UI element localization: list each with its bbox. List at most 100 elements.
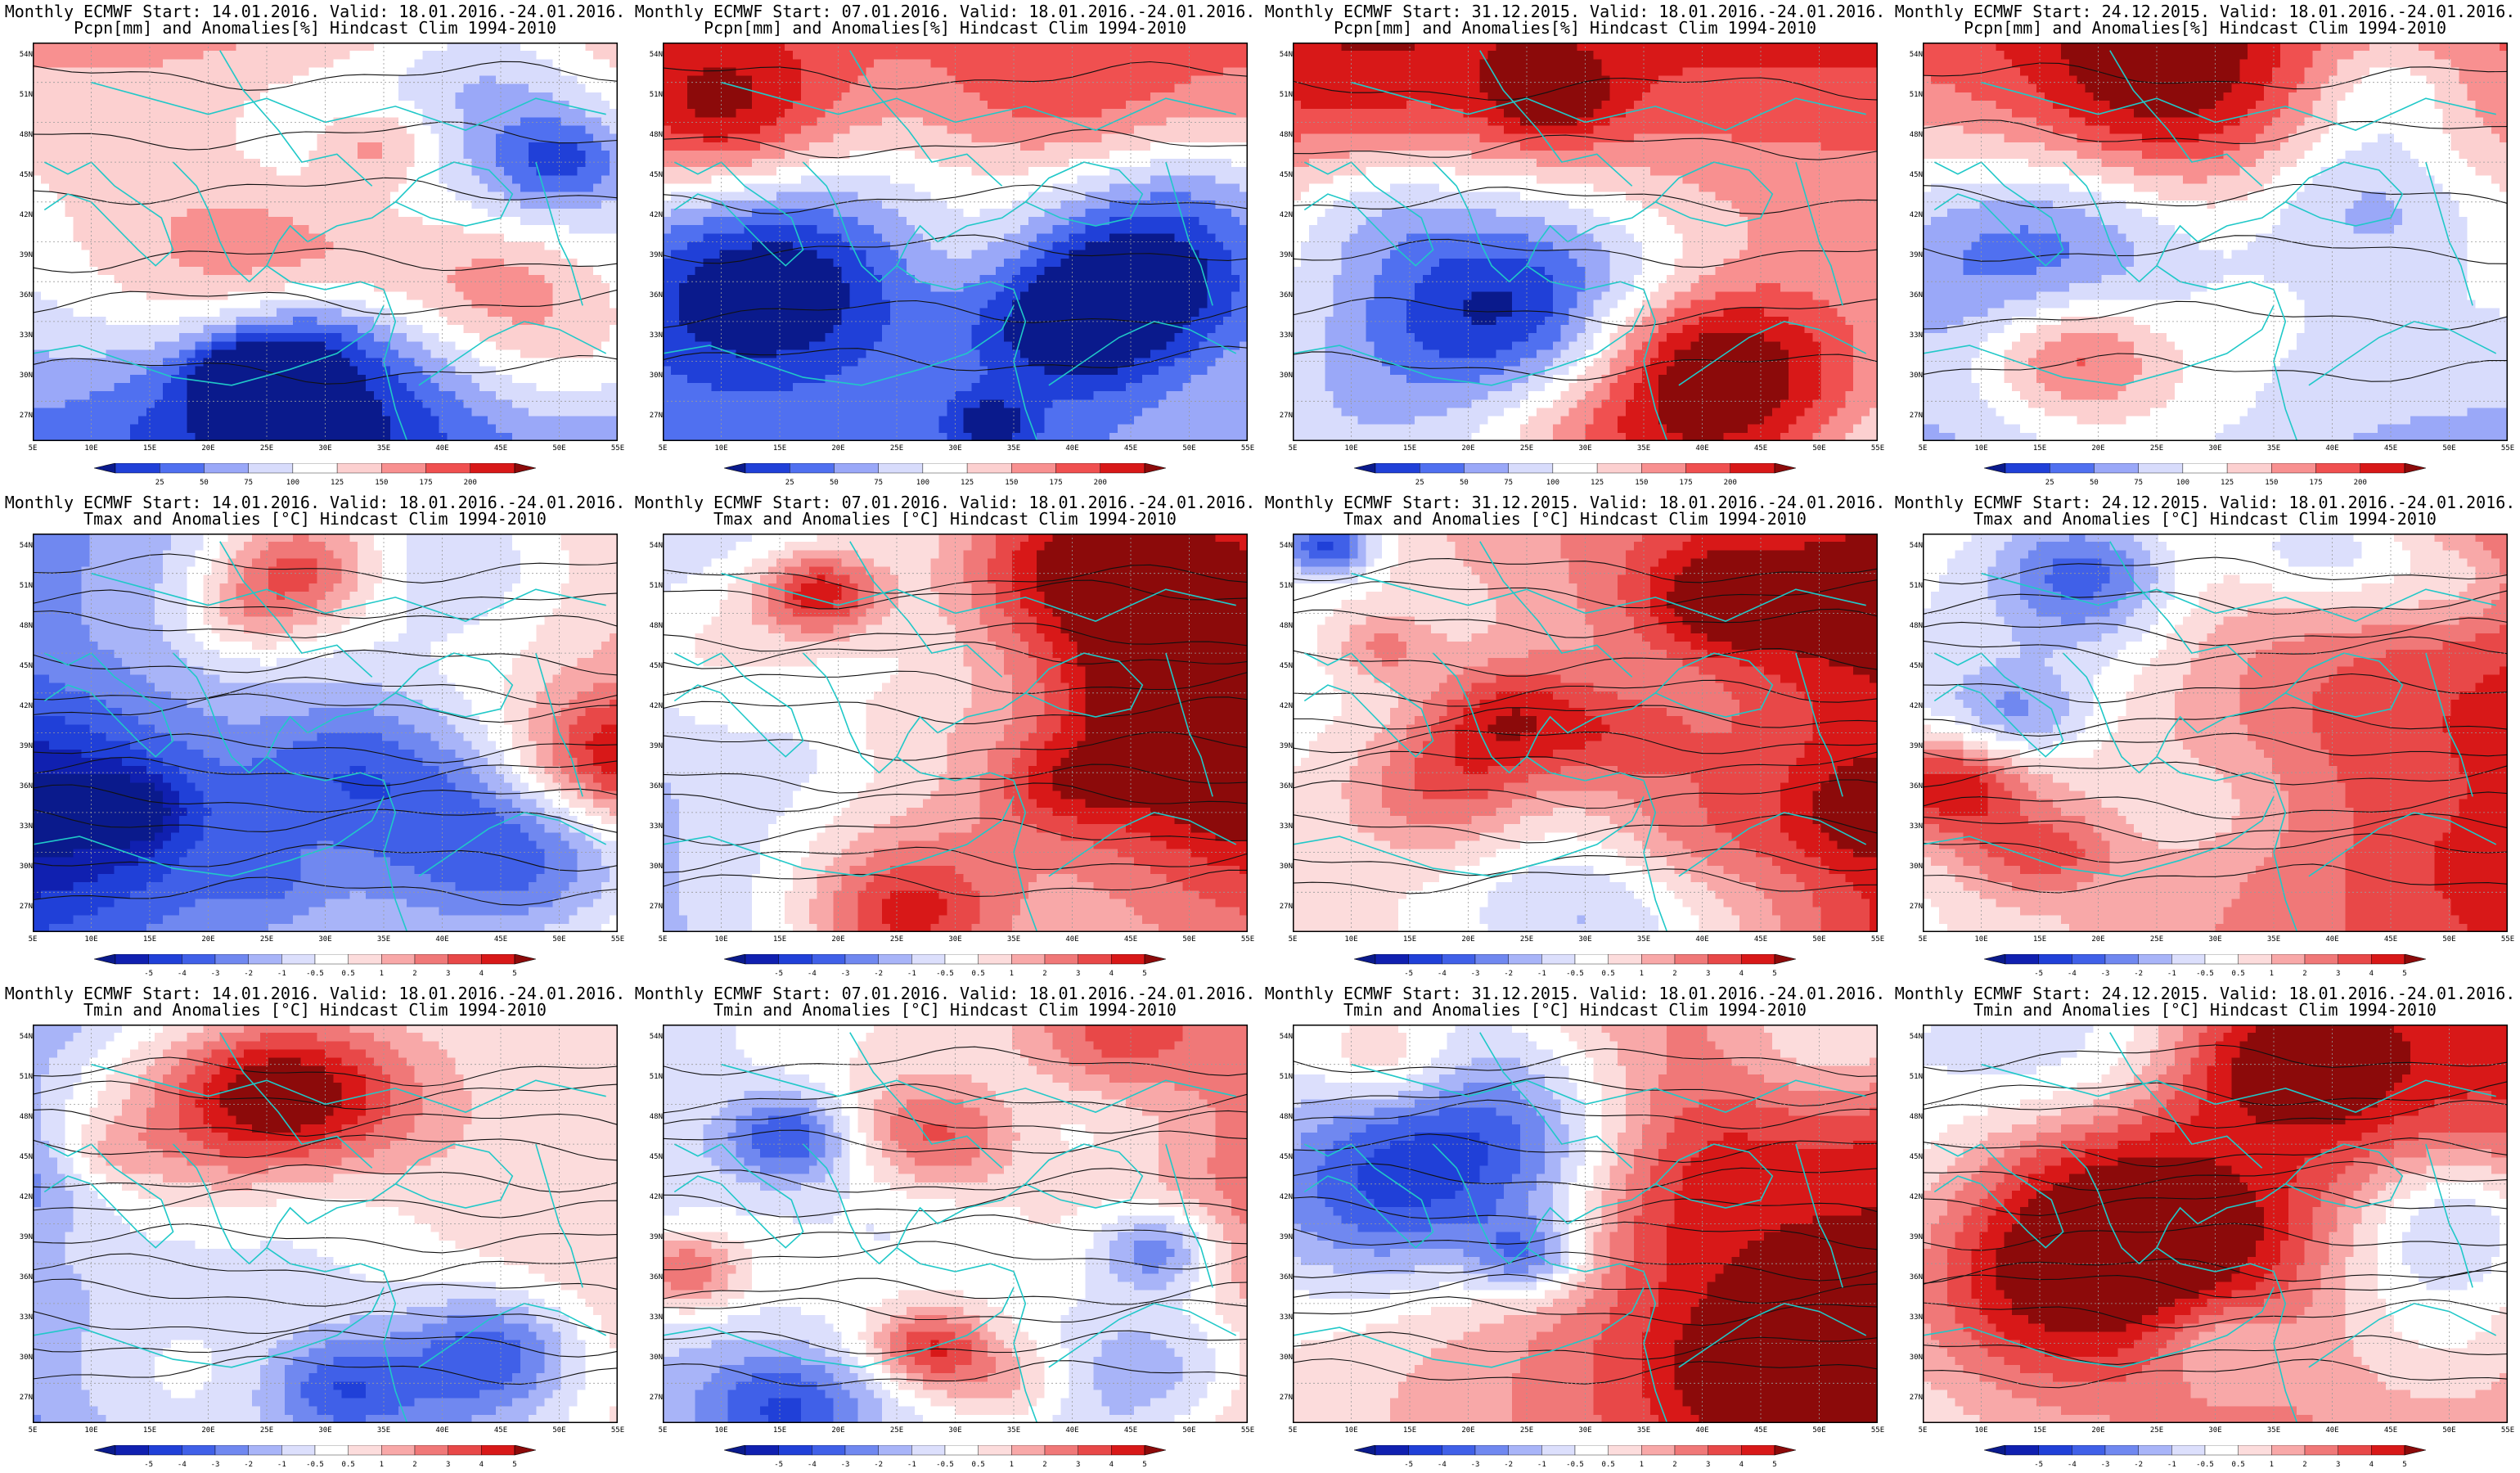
lat-tick-label: 39N <box>1275 1233 1293 1241</box>
colorbar-tick-label: 75 <box>874 479 883 487</box>
lat-tick-label: 42N <box>645 1193 663 1201</box>
lat-tick-label: 54N <box>645 51 663 59</box>
lat-tick-label: 51N <box>645 582 663 590</box>
lat-tick-label: 36N <box>645 291 663 300</box>
lat-tick-label: 27N <box>645 1394 663 1402</box>
lon-tick-label: 45E <box>1124 935 1137 944</box>
map-border <box>663 534 1248 932</box>
map-frame <box>33 43 618 441</box>
lon-tick-label: 25E <box>260 935 273 944</box>
lat-tick-label: 36N <box>1275 1273 1293 1282</box>
colorbar-tick-label: -2 <box>874 1461 883 1469</box>
lat-tick-label: 45N <box>1275 662 1293 670</box>
lon-tick-label: 20E <box>831 444 844 453</box>
anomaly-shading <box>33 43 618 441</box>
panel-title-line2: Tmax and Anomalies [°C] Hindcast Clim 19… <box>0 511 630 527</box>
lon-tick-label: 40E <box>1065 444 1078 453</box>
anomaly-map <box>1293 534 1878 932</box>
colorbar-tick-label: 3 <box>1076 970 1080 978</box>
lon-tick-label: 15E <box>2033 1426 2046 1435</box>
lon-tick-label: 20E <box>2091 935 2104 944</box>
lat-tick-label: 45N <box>1905 662 1923 670</box>
colorbar-tick-label: 4 <box>479 1461 484 1469</box>
anomaly-map <box>663 1025 1248 1423</box>
colorbar-tick-label: 3 <box>1076 1461 1080 1469</box>
colorbar-tick-label: 2 <box>412 970 416 978</box>
lat-tick-label: 54N <box>15 51 33 59</box>
colorbar-tick-label: -1 <box>277 1461 286 1469</box>
lon-tick-label: 45E <box>494 935 507 944</box>
colorbar-tick-label: 75 <box>1504 479 1513 487</box>
lat-tick-label: 45N <box>645 1153 663 1161</box>
lon-tick-label: 10E <box>1974 1426 1987 1435</box>
colorbar-tick-label: 3 <box>1706 970 1710 978</box>
lon-tick-label: 5E <box>1919 935 1928 944</box>
colorbar-tick-label: -4 <box>2068 1461 2077 1469</box>
lon-tick-label: 20E <box>1461 444 1474 453</box>
lat-tick-label: 36N <box>1905 1273 1923 1282</box>
lon-tick-label: 50E <box>552 1426 565 1435</box>
lat-tick-label: 51N <box>1905 91 1923 99</box>
map-border <box>1923 43 2508 441</box>
lon-tick-label: 10E <box>1344 444 1357 453</box>
lat-tick-label: 48N <box>1905 1113 1923 1121</box>
map-frame <box>1293 534 1878 932</box>
lat-tick-label: 33N <box>645 331 663 340</box>
lat-tick-label: 42N <box>645 211 663 219</box>
colorbar-tick-label: 25 <box>1415 479 1424 487</box>
colorbar-tick-label: 150 <box>375 479 388 487</box>
colorbar-tick-label: -0.5 <box>1566 1461 1584 1469</box>
colorbar-tick-label: -3 <box>2101 1461 2110 1469</box>
colorbar-tick-label: -3 <box>2101 970 2110 978</box>
colorbar-tick-label: 3 <box>446 970 450 978</box>
lon-tick-label: 30E <box>318 1426 331 1435</box>
lon-tick-label: 15E <box>143 444 156 453</box>
map-frame <box>663 43 1248 441</box>
lon-tick-label: 45E <box>494 444 507 453</box>
lon-tick-label: 15E <box>1403 935 1416 944</box>
colorbar-tick-label: -5 <box>144 1461 153 1469</box>
graticule <box>1923 1025 2508 1423</box>
lon-tick-label: 15E <box>143 1426 156 1435</box>
anomaly-shading <box>1923 43 2508 441</box>
colorbar-tick-label: 100 <box>916 479 929 487</box>
colorbar-tick-label: -1 <box>1537 970 1546 978</box>
colorbar-tick-label: -2 <box>244 970 253 978</box>
lat-tick-label: 45N <box>15 1153 33 1161</box>
lat-tick-label: 30N <box>1275 372 1293 380</box>
map-frame <box>33 534 618 932</box>
lon-tick-label: 50E <box>2442 444 2455 453</box>
colorbar-tick-label: 1 <box>2270 970 2274 978</box>
colorbar: -5 -4 -3 -2 -1 -0.5 0.5 1 2 3 4 5 <box>723 1444 1167 1470</box>
lon-tick-label: 45E <box>494 1426 507 1435</box>
colorbar-tick-label: 5 <box>1772 970 1776 978</box>
panel-r0-c1: Monthly ECMWF Start: 07.01.2016. Valid: … <box>630 0 1260 491</box>
anomaly-shading <box>663 534 1248 932</box>
panel-r0-c3: Monthly ECMWF Start: 24.12.2015. Valid: … <box>1890 0 2520 491</box>
panel-title-line1: Monthly ECMWF Start: 07.01.2016. Valid: … <box>630 494 1260 511</box>
lon-tick-label: 40E <box>2325 935 2338 944</box>
panel-r1-c2: Monthly ECMWF Start: 31.12.2015. Valid: … <box>1260 491 1890 982</box>
lon-tick-label: 45E <box>2384 444 2397 453</box>
lat-tick-label: 33N <box>645 1313 663 1322</box>
map-frame <box>1923 43 2508 441</box>
panel-title-line2: Tmax and Anomalies [°C] Hindcast Clim 19… <box>630 511 1260 527</box>
panel-title-line1: Monthly ECMWF Start: 24.12.2015. Valid: … <box>1890 494 2520 511</box>
colorbar-tick-label: 100 <box>1546 479 1559 487</box>
lon-tick-label: 45E <box>1124 444 1137 453</box>
lon-tick-label: 30E <box>2208 935 2221 944</box>
colorbar-tick-label: 4 <box>1109 1461 1114 1469</box>
colorbar-tick-label: -0.5 <box>2196 1461 2214 1469</box>
lat-tick-label: 30N <box>15 372 33 380</box>
anomaly-map <box>663 43 1248 441</box>
lat-tick-label: 48N <box>1905 622 1923 630</box>
colorbar-tick-label: 1 <box>1010 970 1014 978</box>
colorbar: 25 50 75 100 125 150 175 200 <box>93 462 537 488</box>
lon-tick-label: 25E <box>260 1426 273 1435</box>
anomaly-shading <box>33 1025 618 1423</box>
colorbar-tick-label: 125 <box>2221 479 2234 487</box>
lat-tick-label: 39N <box>15 251 33 259</box>
lon-tick-label: 35E <box>1637 1426 1650 1435</box>
colorbar-tick-label: -3 <box>841 970 850 978</box>
colorbar-tick-label: 0.5 <box>1602 970 1615 978</box>
